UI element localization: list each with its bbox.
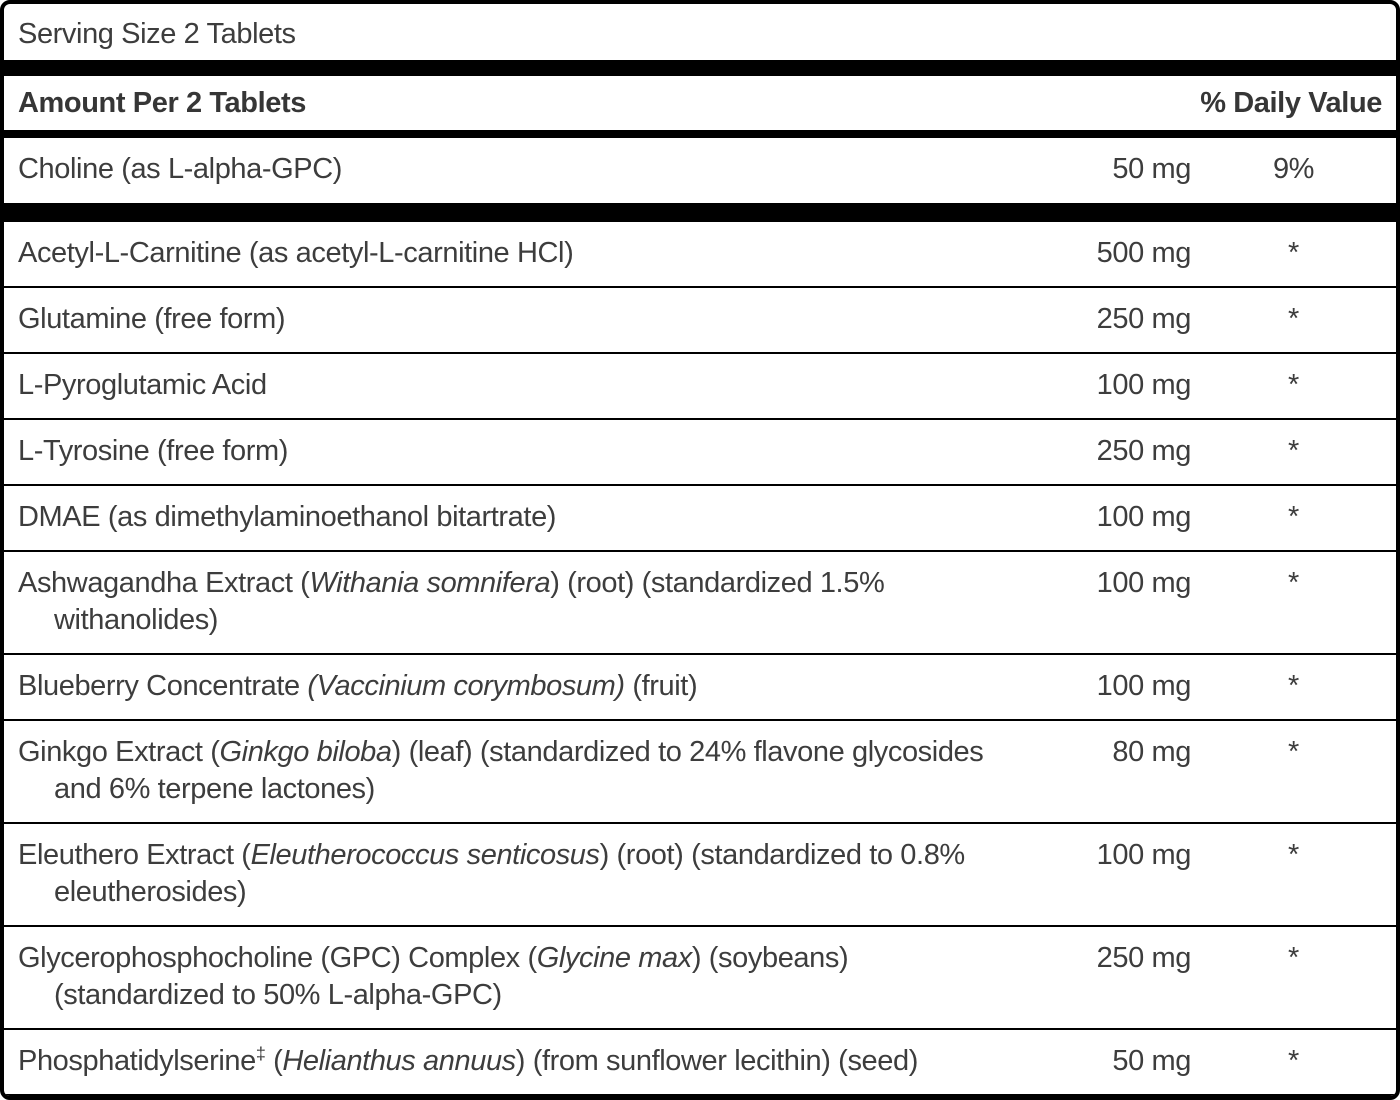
ingredient-amount: 500 mg: [1096, 237, 1192, 269]
ingredient-name: Glutamine (free form): [18, 303, 286, 335]
ingredient-amount: 250 mg: [1096, 303, 1192, 335]
ingredient-amount: 100 mg: [1096, 567, 1192, 599]
ingredient-name: Glycerophosphocholine (GPC) Complex (Gly…: [18, 942, 849, 1011]
ingredient-daily-value: *: [1288, 942, 1299, 974]
ingredient-amount: 100 mg: [1096, 839, 1192, 871]
ingredient-daily-value: *: [1288, 670, 1299, 702]
ingredient-row: DMAE (as dimethylaminoethanol bitartrate…: [4, 484, 1396, 550]
ingredient-daily-value: *: [1288, 303, 1299, 335]
ingredient-name: L-Pyroglutamic Acid: [18, 369, 267, 401]
ingredient-daily-value: *: [1288, 736, 1299, 768]
ingredient-name: Choline (as L-alpha-GPC): [18, 153, 343, 185]
ingredient-daily-value: *: [1288, 501, 1299, 533]
ingredient-row: Eleuthero Extract (Eleutherococcus senti…: [4, 822, 1396, 925]
divider-medium-header: [4, 130, 1396, 138]
ingredient-name: Eleuthero Extract (Eleutherococcus senti…: [18, 839, 965, 908]
ingredient-row: Ashwagandha Extract (Withania somnifera)…: [4, 550, 1396, 653]
ingredient-daily-value: *: [1288, 839, 1299, 871]
ingredient-amount: 100 mg: [1096, 670, 1192, 702]
ingredient-rows: Acetyl-L-Carnitine (as acetyl-L-carnitin…: [4, 222, 1396, 1094]
ingredient-row: Glutamine (free form) 250 mg *: [4, 286, 1396, 352]
ingredient-name: DMAE (as dimethylaminoethanol bitartrate…: [18, 501, 557, 533]
ingredient-name: Phosphatidylserine‡ (Helianthus annuus) …: [18, 1043, 918, 1077]
ingredient-name: Blueberry Concentrate (Vaccinium corymbo…: [18, 670, 698, 702]
ingredient-row: L-Tyrosine (free form) 250 mg *: [4, 418, 1396, 484]
ingredient-amount: 50 mg: [1112, 153, 1191, 185]
ingredient-row: Glycerophosphocholine (GPC) Complex (Gly…: [4, 925, 1396, 1028]
ingredient-amount: 250 mg: [1096, 942, 1192, 974]
daily-value-column-header: % Daily Value: [1200, 87, 1382, 119]
ingredient-amount: 100 mg: [1096, 501, 1192, 533]
ingredient-daily-value: *: [1288, 435, 1299, 467]
ingredient-row: Ginkgo Extract (Ginkgo biloba) (leaf) (s…: [4, 719, 1396, 822]
ingredient-row: Blueberry Concentrate (Vaccinium corymbo…: [4, 653, 1396, 719]
amount-column-header: Amount Per 2 Tablets: [18, 87, 306, 119]
column-header-row: Amount Per 2 Tablets % Daily Value: [4, 76, 1396, 130]
divider-thick-middle: [4, 203, 1396, 222]
ingredient-daily-value: 9%: [1272, 153, 1315, 185]
ingredient-row-choline: Choline (as L-alpha-GPC) 50 mg 9%: [4, 138, 1396, 203]
divider-thick-top: [4, 60, 1396, 76]
ingredient-row: Phosphatidylserine‡ (Helianthus annuus) …: [4, 1028, 1396, 1094]
serving-size-row: Serving Size 2 Tablets: [4, 4, 1396, 60]
ingredient-amount: 250 mg: [1096, 435, 1192, 467]
ingredient-name: Ginkgo Extract (Ginkgo biloba) (leaf) (s…: [18, 736, 984, 805]
ingredient-amount: 50 mg: [1112, 1045, 1191, 1077]
ingredient-daily-value: *: [1288, 567, 1299, 599]
ingredient-amount: 100 mg: [1096, 369, 1192, 401]
ingredient-row: L-Pyroglutamic Acid 100 mg *: [4, 352, 1396, 418]
ingredient-name: Ashwagandha Extract (Withania somnifera)…: [18, 567, 885, 636]
ingredient-name: L-Tyrosine (free form): [18, 435, 288, 467]
ingredient-daily-value: *: [1288, 369, 1299, 401]
ingredient-daily-value: *: [1288, 1045, 1299, 1077]
ingredient-amount: 80 mg: [1112, 736, 1191, 768]
ingredient-row: Acetyl-L-Carnitine (as acetyl-L-carnitin…: [4, 222, 1396, 286]
ingredient-daily-value: *: [1288, 237, 1299, 269]
divider-thick-bottom: [4, 1094, 1396, 1096]
serving-size-text: Serving Size 2 Tablets: [18, 18, 296, 50]
ingredient-name: Acetyl-L-Carnitine (as acetyl-L-carnitin…: [18, 237, 574, 269]
